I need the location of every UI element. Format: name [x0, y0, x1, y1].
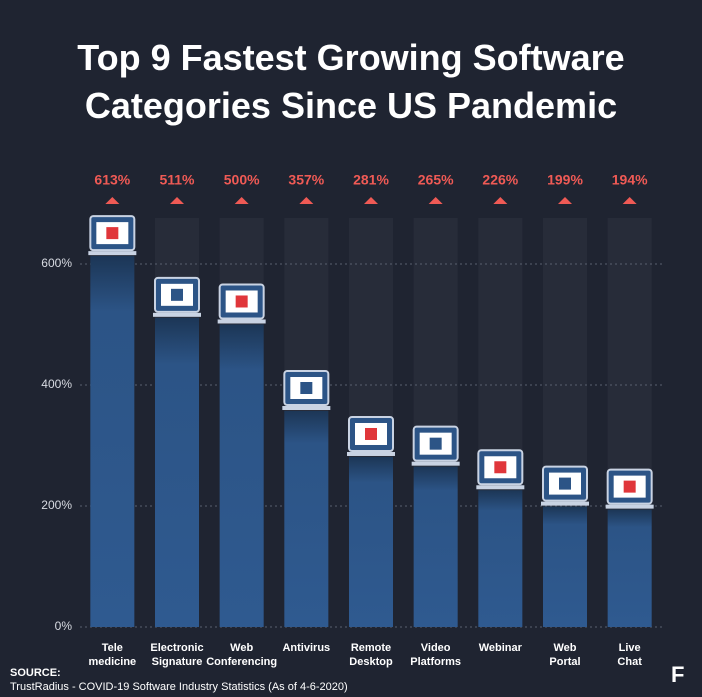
x-tick-label: Remote Desktop: [349, 642, 393, 668]
bar: [413, 466, 458, 627]
y-tick-label: 400%: [41, 377, 72, 391]
bar: [478, 490, 523, 627]
bar: [284, 411, 329, 627]
up-arrow: [364, 197, 378, 204]
x-tick-label: Video Platforms: [410, 642, 462, 668]
icon-base: [347, 451, 395, 456]
x-tick-label: Tele medicine: [88, 642, 137, 668]
up-arrow: [622, 197, 637, 204]
icon-base: [217, 319, 266, 324]
icon-base: [282, 406, 331, 411]
up-arrow: [299, 197, 314, 204]
bar: [155, 317, 199, 627]
icon-symbol: [429, 437, 442, 450]
value-label: 511%: [159, 172, 195, 188]
value-label: 613%: [94, 172, 130, 188]
icon-base: [411, 461, 460, 466]
source-heading: SOURCE:: [10, 667, 61, 679]
icon-symbol: [365, 427, 377, 440]
icon-base: [153, 312, 201, 317]
bar: [349, 456, 393, 627]
x-tick-label: Web Conferencing: [206, 642, 278, 668]
icon-base: [476, 485, 525, 490]
up-arrow: [493, 197, 508, 204]
value-label: 357%: [288, 172, 324, 188]
y-tick-label: 600%: [41, 256, 72, 270]
bar: [90, 256, 135, 627]
x-tick-label: Webinar: [478, 642, 522, 654]
bar: [219, 324, 264, 627]
icon-symbol: [559, 477, 571, 490]
value-label: 265%: [418, 172, 454, 188]
up-arrow: [428, 197, 443, 204]
logo: F: [671, 662, 685, 687]
x-tick-label: Web Portal: [549, 642, 581, 668]
chart-title: Top 9 Fastest Growing Software Categorie…: [77, 37, 625, 126]
value-label: 500%: [224, 172, 260, 188]
up-arrow: [105, 197, 120, 204]
x-tick-label: Electronic Signature: [150, 642, 204, 668]
value-label: 226%: [482, 172, 518, 188]
x-tick-label: Live Chat: [617, 642, 642, 668]
bar: [543, 506, 587, 627]
up-arrow: [170, 197, 184, 204]
icon-symbol: [623, 480, 636, 493]
value-label: 199%: [547, 172, 583, 188]
icon-symbol: [494, 461, 507, 474]
icon-base: [605, 504, 654, 509]
value-label: 281%: [353, 172, 389, 188]
up-arrow: [558, 197, 572, 204]
bar: [607, 509, 652, 627]
icon-symbol: [171, 288, 183, 301]
icon-base: [88, 251, 137, 256]
x-tick-label: Antivirus: [282, 642, 331, 654]
up-arrow: [234, 197, 249, 204]
icon-symbol: [106, 227, 119, 240]
y-tick-label: 0%: [55, 619, 73, 633]
source: TrustRadius - COVID-19 Software Industry…: [10, 681, 348, 693]
icon-symbol: [235, 295, 248, 308]
icon-symbol: [300, 382, 313, 395]
value-label: 194%: [612, 172, 648, 188]
icon-base: [541, 501, 589, 506]
y-tick-label: 200%: [41, 498, 72, 512]
